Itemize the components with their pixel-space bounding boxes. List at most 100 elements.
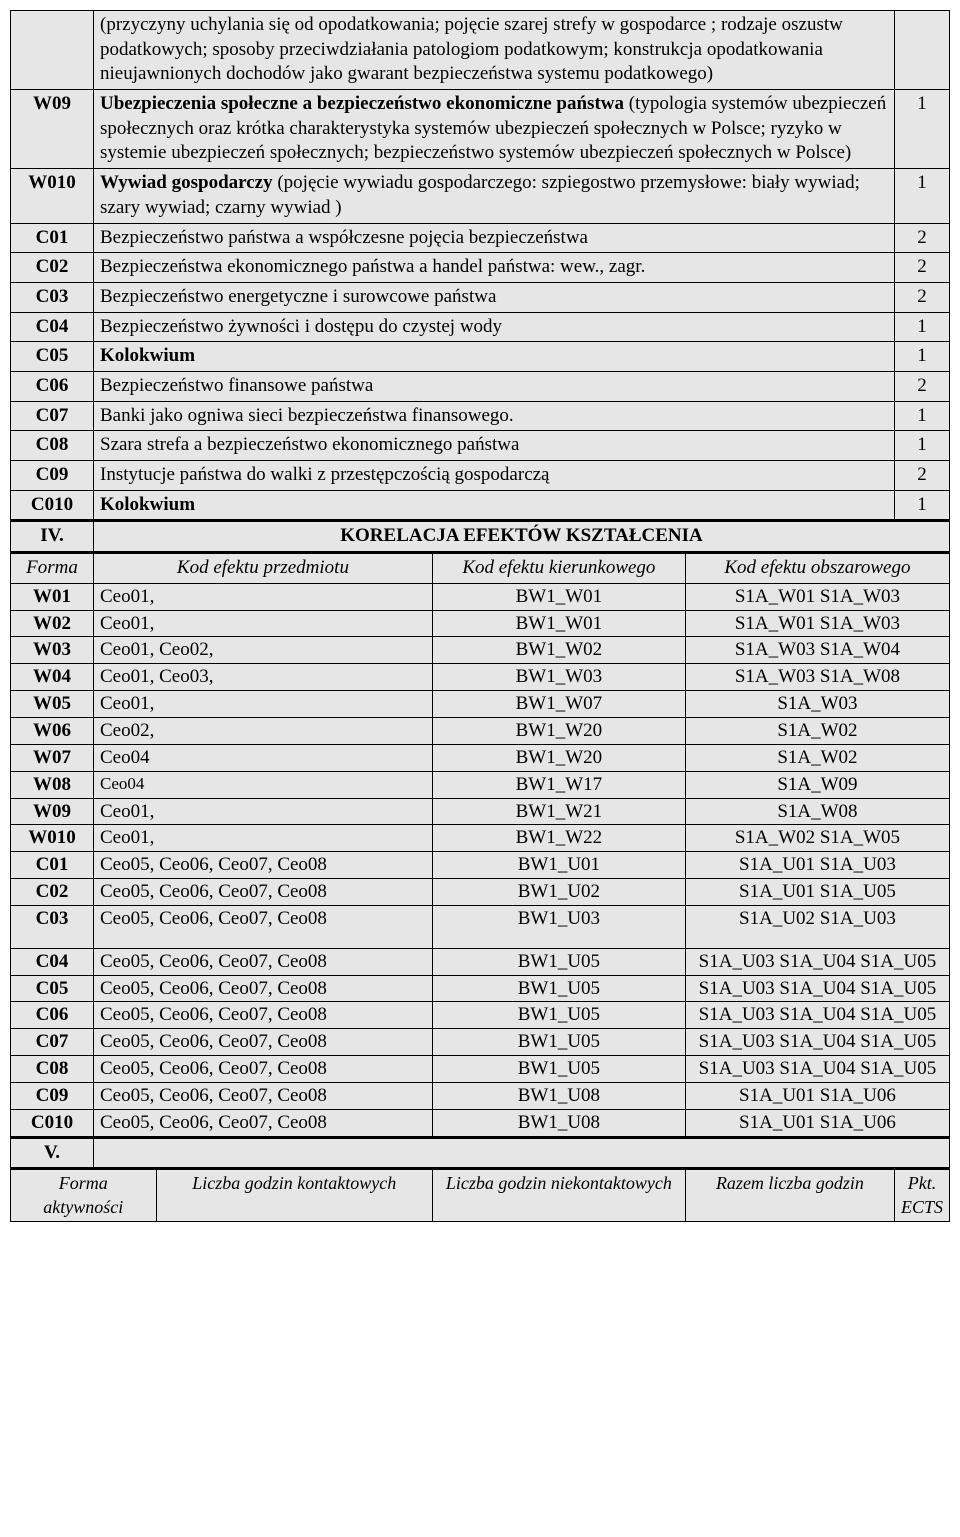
kor-kod-obszarowy: S1A_W09 bbox=[685, 771, 949, 798]
kor-kod-obszarowy: S1A_U01 S1A_U03 bbox=[685, 852, 949, 879]
row-code: C02 bbox=[11, 253, 94, 283]
kor-kod-obszarowy: S1A_W03 bbox=[685, 691, 949, 718]
row-code: C09 bbox=[11, 461, 94, 491]
document-table: (przyczyny uchylania się od opodatkowani… bbox=[10, 10, 950, 1222]
kor-forma: W08 bbox=[11, 771, 94, 798]
kor-forma: C06 bbox=[11, 1002, 94, 1029]
kor-kod-obszarowy: S1A_W08 bbox=[685, 798, 949, 825]
row-desc: Instytucje państwa do walki z przestępcz… bbox=[94, 461, 895, 491]
row-num: 1 bbox=[895, 90, 950, 169]
kor-forma: C04 bbox=[11, 948, 94, 975]
kor-kod-kierunkowy: BW1_W17 bbox=[432, 771, 685, 798]
kor-kod-kierunkowy: BW1_W20 bbox=[432, 744, 685, 771]
kor-forma: C07 bbox=[11, 1029, 94, 1056]
kor-kod-obszarowy: S1A_U03 S1A_U04 S1A_U05 bbox=[685, 1029, 949, 1056]
kor-forma: W02 bbox=[11, 610, 94, 637]
kor-kod-przedmiotu: Ceo01, bbox=[94, 583, 433, 610]
kor-forma: W04 bbox=[11, 664, 94, 691]
section4-label: IV. bbox=[11, 521, 94, 553]
kor-kod-przedmiotu: Ceo02, bbox=[94, 717, 433, 744]
row-code: C05 bbox=[11, 342, 94, 372]
kor-kod-obszarowy: S1A_W01 S1A_W03 bbox=[685, 610, 949, 637]
hdr-forma: Forma bbox=[11, 553, 94, 584]
row-code bbox=[11, 11, 94, 90]
row-desc: Ubezpieczenia społeczne a bezpieczeństwo… bbox=[94, 90, 895, 169]
kor-kod-kierunkowy: BW1_W22 bbox=[432, 825, 685, 852]
kor-kod-kierunkowy: BW1_U05 bbox=[432, 948, 685, 975]
kor-kod-kierunkowy: BW1_W02 bbox=[432, 637, 685, 664]
kor-kod-przedmiotu: Ceo04 bbox=[94, 744, 433, 771]
section5-label: V. bbox=[11, 1137, 94, 1169]
kor-kod-obszarowy: S1A_U01 S1A_U06 bbox=[685, 1109, 949, 1137]
hdr-kod1: Kod efektu przedmiotu bbox=[94, 553, 433, 584]
kor-kod-kierunkowy: BW1_U05 bbox=[432, 1029, 685, 1056]
kor-kod-przedmiotu: Ceo05, Ceo06, Ceo07, Ceo08 bbox=[94, 852, 433, 879]
kor-kod-obszarowy: S1A_U01 S1A_U06 bbox=[685, 1082, 949, 1109]
ftr-forma: Forma aktywności bbox=[11, 1169, 157, 1222]
kor-kod-przedmiotu: Ceo01, Ceo02, bbox=[94, 637, 433, 664]
row-desc: Kolokwium bbox=[94, 342, 895, 372]
row-num: 1 bbox=[895, 342, 950, 372]
kor-kod-kierunkowy: BW1_W01 bbox=[432, 610, 685, 637]
kor-forma: C03 bbox=[11, 905, 94, 948]
kor-kod-przedmiotu: Ceo01, bbox=[94, 825, 433, 852]
kor-kod-przedmiotu: Ceo04 bbox=[94, 771, 433, 798]
section4-title: KORELACJA EFEKTÓW KSZTAŁCENIA bbox=[94, 521, 950, 553]
kor-forma: W03 bbox=[11, 637, 94, 664]
row-code: W09 bbox=[11, 90, 94, 169]
ftr-niekontakt: Liczba godzin niekontaktowych bbox=[432, 1169, 685, 1222]
row-code: W010 bbox=[11, 169, 94, 223]
kor-forma: W09 bbox=[11, 798, 94, 825]
row-num bbox=[895, 11, 950, 90]
kor-kod-kierunkowy: BW1_U05 bbox=[432, 975, 685, 1002]
row-num: 2 bbox=[895, 253, 950, 283]
kor-forma: C010 bbox=[11, 1109, 94, 1137]
kor-kod-obszarowy: S1A_W03 S1A_W04 bbox=[685, 637, 949, 664]
kor-kod-kierunkowy: BW1_U05 bbox=[432, 1002, 685, 1029]
kor-kod-obszarowy: S1A_U03 S1A_U04 S1A_U05 bbox=[685, 948, 949, 975]
row-code: C04 bbox=[11, 312, 94, 342]
kor-forma: C05 bbox=[11, 975, 94, 1002]
row-num: 1 bbox=[895, 490, 950, 521]
kor-forma: C08 bbox=[11, 1056, 94, 1083]
row-desc: Bezpieczeństwo państwa a współczesne poj… bbox=[94, 223, 895, 253]
kor-kod-przedmiotu: Ceo05, Ceo06, Ceo07, Ceo08 bbox=[94, 1029, 433, 1056]
kor-kod-obszarowy: S1A_W01 S1A_W03 bbox=[685, 583, 949, 610]
ftr-razem: Razem liczba godzin bbox=[685, 1169, 894, 1222]
kor-kod-obszarowy: S1A_U03 S1A_U04 S1A_U05 bbox=[685, 1056, 949, 1083]
hdr-kod2: Kod efektu kierunkowego bbox=[432, 553, 685, 584]
kor-kod-kierunkowy: BW1_U02 bbox=[432, 879, 685, 906]
row-desc: Bezpieczeństwa ekonomicznego państwa a h… bbox=[94, 253, 895, 283]
row-num: 1 bbox=[895, 169, 950, 223]
row-num: 2 bbox=[895, 461, 950, 491]
kor-kod-kierunkowy: BW1_U08 bbox=[432, 1109, 685, 1137]
row-code: C07 bbox=[11, 401, 94, 431]
kor-kod-kierunkowy: BW1_W03 bbox=[432, 664, 685, 691]
kor-kod-kierunkowy: BW1_W01 bbox=[432, 583, 685, 610]
row-desc: Bezpieczeństwo finansowe państwa bbox=[94, 371, 895, 401]
hdr-kod3: Kod efektu obszarowego bbox=[685, 553, 949, 584]
row-num: 1 bbox=[895, 401, 950, 431]
ftr-ects: Pkt. ECTS bbox=[895, 1169, 950, 1222]
row-code: C08 bbox=[11, 431, 94, 461]
kor-kod-obszarowy: S1A_W02 S1A_W05 bbox=[685, 825, 949, 852]
kor-kod-przedmiotu: Ceo05, Ceo06, Ceo07, Ceo08 bbox=[94, 879, 433, 906]
row-desc: Szara strefa a bezpieczeństwo ekonomiczn… bbox=[94, 431, 895, 461]
kor-kod-obszarowy: S1A_U01 S1A_U05 bbox=[685, 879, 949, 906]
kor-kod-przedmiotu: Ceo01, bbox=[94, 798, 433, 825]
ftr-kontakt: Liczba godzin kontaktowych bbox=[156, 1169, 432, 1222]
row-desc: (przyczyny uchylania się od opodatkowani… bbox=[94, 11, 895, 90]
row-desc: Bezpieczeństwo żywności i dostępu do czy… bbox=[94, 312, 895, 342]
kor-kod-przedmiotu: Ceo01, bbox=[94, 691, 433, 718]
row-num: 2 bbox=[895, 282, 950, 312]
row-desc: Banki jako ogniwa sieci bezpieczeństwa f… bbox=[94, 401, 895, 431]
row-num: 1 bbox=[895, 431, 950, 461]
kor-forma: W010 bbox=[11, 825, 94, 852]
kor-kod-obszarowy: S1A_W02 bbox=[685, 717, 949, 744]
section5-empty bbox=[94, 1137, 950, 1169]
kor-kod-przedmiotu: Ceo05, Ceo06, Ceo07, Ceo08 bbox=[94, 905, 433, 948]
kor-forma: C01 bbox=[11, 852, 94, 879]
kor-kod-kierunkowy: BW1_W20 bbox=[432, 717, 685, 744]
kor-kod-obszarowy: S1A_U03 S1A_U04 S1A_U05 bbox=[685, 975, 949, 1002]
kor-kod-obszarowy: S1A_U03 S1A_U04 S1A_U05 bbox=[685, 1002, 949, 1029]
